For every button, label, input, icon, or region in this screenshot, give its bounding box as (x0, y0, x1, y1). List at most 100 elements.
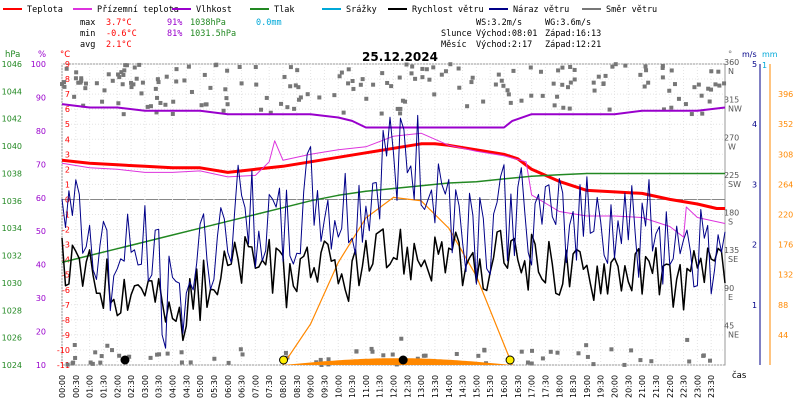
compass-label: NE (728, 330, 739, 339)
stats-max-temp: 3.7°C (106, 18, 132, 28)
wind-direction-point (555, 94, 560, 99)
wind-direction-point (64, 66, 69, 71)
wind-direction-point (572, 67, 577, 72)
x-tick-label: 05:00 (196, 375, 205, 398)
xlabel: čas (732, 370, 747, 381)
x-tick-label: 16:30 (514, 375, 523, 398)
humidity-tick-label: 70 (36, 160, 46, 169)
humidity-tick-label: 20 (36, 328, 46, 337)
wind-direction-point (148, 104, 153, 109)
temperature-tick-label: -2 (62, 226, 70, 235)
wind-direction-point (164, 74, 169, 79)
stats-max-hum: 91% (167, 18, 182, 28)
wind-direction-point (709, 87, 714, 92)
wind-direction-point (317, 95, 322, 100)
wind-direction-point (116, 72, 121, 77)
wind-direction-point (350, 79, 355, 84)
wind-direction-point (397, 75, 402, 80)
wind-direction-point (572, 77, 577, 82)
compass-label: E (728, 293, 733, 302)
wind-direction-point (62, 84, 67, 89)
x-tick-label: 03:30 (155, 375, 164, 398)
wind-direction-point (530, 348, 535, 353)
stats-min-temp: -0.6°C (106, 29, 137, 39)
wind-tick-label: 1 (752, 301, 757, 310)
wind-direction-point (404, 62, 409, 67)
x-tick-label: 12:30 (403, 375, 412, 398)
wind-direction-point (431, 65, 436, 70)
wind-direction-point (117, 353, 122, 358)
x-tick-label: 11:30 (376, 375, 385, 398)
wind-direction-point (465, 104, 470, 109)
wind-direction-point (390, 352, 395, 357)
wind-direction-point (76, 80, 81, 85)
wind-direction-point (106, 72, 111, 77)
wind-direction-point (90, 361, 95, 366)
wind-direction-point (182, 78, 187, 83)
wind-direction-point (528, 65, 533, 70)
x-tick-label: 14:30 (459, 375, 468, 398)
wind-direction-point (170, 111, 175, 116)
wind-direction-point (552, 103, 557, 108)
wind-direction-point (326, 357, 331, 362)
wind-direction-point (341, 110, 346, 115)
x-tick-label: 15:00 (472, 375, 481, 398)
wind-direction-point (399, 336, 404, 341)
temperature-tick-label: 4 (65, 135, 70, 144)
wind-direction-point (501, 83, 506, 88)
wind-direction-point (381, 353, 386, 358)
wind-direction-point (346, 67, 351, 72)
solar-tick-label: 44 (778, 331, 788, 340)
wind-direction-point (253, 65, 258, 70)
wind-direction-point (318, 357, 323, 362)
temperature-tick-label: 7 (65, 90, 70, 99)
solar-tick-label: 88 (778, 301, 788, 310)
pressure-tick-label: 1026 (2, 334, 22, 343)
wind-direction-point (213, 63, 218, 68)
solar-tick-label: 352 (778, 120, 793, 129)
wind-direction-point (139, 91, 144, 96)
x-tick-label: 07:30 (265, 375, 274, 398)
direction-tick-label: 315 (724, 96, 739, 105)
sunrise-marker (279, 355, 289, 365)
x-tick-label: 01:30 (99, 375, 108, 398)
wind-direction-point (717, 83, 722, 88)
wind-direction-point (476, 353, 481, 358)
wind-direction-point (482, 348, 487, 353)
wind-direction-point (131, 82, 136, 87)
wind-direction-point (145, 104, 150, 109)
wind-direction-point (584, 343, 589, 348)
direction-tick-label: 360 (724, 58, 739, 67)
wind-tick-label: 2 (752, 241, 757, 250)
wind-direction-point (683, 102, 688, 107)
compass-label: NW (728, 105, 742, 114)
temperature-tick-label: 8 (65, 75, 70, 84)
temperature-tick-label: 1 (65, 180, 70, 189)
humidity-tick-label: 100 (31, 60, 46, 69)
wind-direction-point (421, 353, 426, 358)
info-sun-set: Západ:16:13 (545, 29, 601, 39)
wind-direction-point (332, 93, 337, 98)
wind-direction-point (202, 72, 207, 77)
wind-direction-point (592, 88, 597, 93)
wind-direction-point (298, 95, 303, 100)
direction-tick-label: 45 (724, 321, 734, 330)
wind-direction-point (119, 70, 124, 75)
wind-direction-point (722, 81, 727, 86)
wind-direction-point (153, 86, 158, 91)
wind-direction-point (669, 68, 674, 73)
humidity-tick-label: 60 (36, 194, 46, 203)
wind-direction-point (660, 65, 665, 70)
wind-direction-point (607, 107, 612, 112)
x-tick-label: 13:00 (417, 375, 426, 398)
temperature-tick-label: -1 (62, 211, 70, 220)
direction-tick-label: 180 (724, 209, 739, 218)
wind-direction-point (239, 81, 244, 86)
wind-direction-point (672, 82, 677, 87)
wind-direction-point (81, 103, 86, 108)
wind-tick-label: 3 (752, 180, 757, 189)
wind-direction-point (713, 82, 718, 87)
wind-direction-point (264, 95, 269, 100)
wind-direction-point (591, 80, 596, 85)
